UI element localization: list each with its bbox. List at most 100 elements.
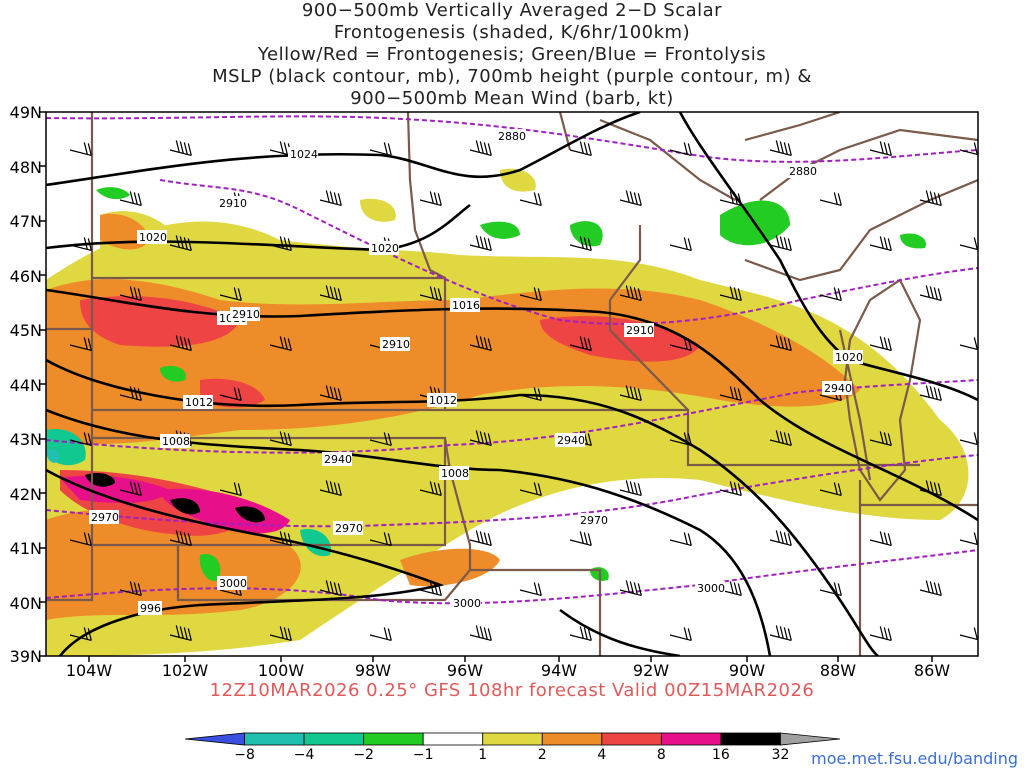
wind-barb (69, 532, 92, 547)
wind-barb (119, 581, 142, 597)
frontolysis-cyan-patch (46, 448, 60, 463)
colorbar-swatch (303, 732, 365, 746)
height-label: 2910 (382, 338, 410, 351)
colorbar: −8 −4 −2 −1 1 2 4 8 16 32 (184, 732, 841, 763)
wind-barb (369, 432, 392, 447)
height-label: 2970 (91, 511, 119, 524)
mslp-contour-1012 (46, 358, 879, 656)
height-label: 2940 (324, 453, 352, 466)
height-label: 2970 (580, 514, 608, 527)
height-contour-2910 (159, 179, 978, 325)
frontogenesis-black-core (235, 506, 265, 523)
wind-barb (319, 190, 342, 207)
height-label: 3000 (453, 597, 481, 610)
wind-barb (169, 335, 192, 352)
lat-label: 48N (10, 158, 42, 177)
latitude-axis: 49N 48N 47N 46N 45N 44N 43N 42N 41N 40N … (10, 103, 42, 666)
lat-label: 42N (10, 485, 42, 504)
colorbar-label: 8 (657, 747, 666, 763)
wind-barb (819, 287, 842, 302)
wind-barb (419, 481, 442, 497)
wind-barb (269, 431, 292, 447)
forecast-valid-text: 12Z10MAR2026 0.25° GFS 108hr forecast Va… (209, 680, 815, 701)
lon-label: 104W (66, 661, 113, 680)
lat-label: 39N (10, 647, 42, 666)
wind-barb (519, 482, 542, 497)
wind-barb (919, 285, 942, 302)
wind-barb (869, 431, 892, 447)
colorbar-label: −2 (353, 747, 374, 763)
mslp-contours (46, 112, 978, 656)
height-contour-2880 (46, 115, 978, 163)
wind-barb (69, 337, 92, 352)
height-label: 2970 (335, 522, 363, 535)
height-label: 3000 (697, 582, 725, 595)
wind-barb (719, 481, 742, 497)
state-borders (46, 112, 978, 656)
mslp-label: 1008 (162, 435, 190, 448)
wind-barb (869, 141, 892, 157)
wind-barb (169, 235, 192, 252)
mslp-label: 1012 (429, 394, 457, 407)
frontogenesis-red-patch (200, 378, 265, 408)
state-boundary-lines-east (406, 112, 978, 656)
credit-link[interactable]: moe.met.fsu.edu/banding (811, 749, 1018, 768)
lon-label: 92W (633, 661, 669, 680)
wind-barb (519, 192, 542, 207)
wind-barb (669, 432, 692, 447)
lake-michigan-shore (843, 278, 922, 502)
wind-barb (369, 142, 392, 157)
wind-barb (569, 626, 592, 642)
mslp-label: 1024 (290, 148, 318, 161)
title-line-1: 900−500mb Vertically Averaged 2−D Scalar (301, 0, 723, 21)
lat-label: 46N (10, 267, 42, 286)
wind-barb (219, 482, 242, 497)
frontolysis-green-patch (900, 233, 926, 249)
wind-barb (619, 285, 642, 302)
mslp-contour-1024 (46, 112, 641, 187)
height-label: 2940 (824, 382, 852, 395)
wind-barb (819, 582, 842, 597)
wind-barb (769, 625, 792, 642)
wind-barb (469, 235, 492, 252)
lat-label: 49N (10, 103, 42, 122)
lon-label: 98W (355, 661, 391, 680)
title-line-4: MSLP (black contour, mb), 700mb height (… (212, 66, 812, 87)
colorbar-swatch (244, 732, 305, 746)
title-line-5: 900−500mb Mean Wind (barb, kt) (350, 88, 674, 109)
lon-label: 102W (162, 661, 209, 680)
frontogenesis-magenta-core (60, 475, 170, 503)
wind-barb (669, 237, 692, 252)
wind-barb (469, 625, 492, 642)
colorbar-label: 2 (538, 747, 547, 763)
mslp-label: 996 (140, 602, 161, 615)
wind-barb (119, 481, 142, 497)
mslp-label: 1020 (139, 231, 167, 244)
wind-barb (569, 531, 592, 547)
title-line-2: Frontogenesis (shaded, K/6hr/100km) (333, 22, 691, 43)
wind-barb (369, 627, 392, 642)
lat-label: 41N (10, 539, 42, 558)
colorbar-label: 1 (478, 747, 487, 763)
wind-barb (619, 190, 642, 207)
colorbar-swatch (780, 732, 841, 746)
height-label: 3000 (219, 577, 247, 590)
frontogenesis-orange-patch (400, 548, 500, 587)
wind-barb (119, 191, 142, 207)
wind-barb (369, 532, 392, 547)
height-contours (46, 115, 978, 605)
wind-barb (819, 482, 842, 497)
wind-barb (919, 385, 942, 402)
wind-barb (919, 580, 942, 597)
colorbar-swatch (482, 732, 543, 746)
wind-barb (219, 387, 242, 402)
colorbar-swatch (601, 732, 662, 746)
frontogenesis-black-core (170, 498, 200, 515)
wind-barb (269, 236, 292, 252)
lon-label: 94W (541, 661, 577, 680)
wind-barb (519, 387, 542, 402)
lat-label: 45N (10, 321, 42, 340)
height-label: 2880 (789, 165, 817, 178)
wind-barb (269, 626, 292, 642)
mslp-label: 1016 (452, 299, 480, 312)
